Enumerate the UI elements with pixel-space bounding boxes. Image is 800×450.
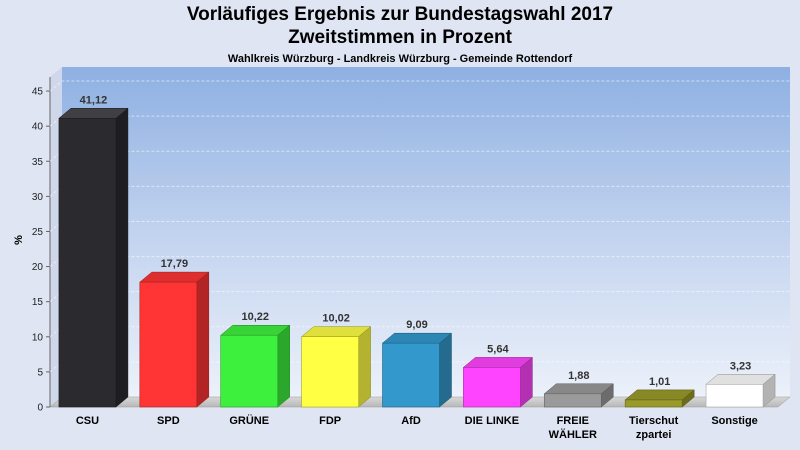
bar	[300, 326, 372, 408]
y-tick-label: 5	[37, 367, 43, 378]
x-category-label: GRÜNE	[229, 414, 269, 427]
bar	[624, 389, 695, 408]
bar-front	[463, 367, 521, 408]
chart-title: Vorläufiges Ergebnis zur Bundestagswahl …	[186, 4, 614, 25]
x-category-label: AfD	[401, 415, 421, 427]
bar-value-label: 3,23	[730, 360, 751, 372]
bar-value-label: 10,02	[322, 313, 350, 325]
bar-value-label: 41,12	[80, 94, 108, 106]
bar-top	[58, 108, 129, 119]
y-tick-label: 45	[32, 87, 44, 98]
bar	[462, 356, 534, 408]
chart-title-line2: Zweitstimmen in Prozent	[288, 27, 512, 48]
x-category-label: FREIE	[557, 415, 589, 427]
bar-top	[300, 326, 372, 337]
x-category-label: SPD	[157, 415, 180, 427]
bar-value-label: 1,88	[568, 370, 589, 382]
y-tick-label: 35	[32, 157, 44, 168]
bar-top	[462, 357, 534, 368]
bar-value-label: 5,64	[487, 343, 509, 355]
x-category-label: DIE LINKE	[465, 415, 519, 427]
bar	[220, 324, 291, 408]
y-axis-label: %	[13, 235, 25, 245]
y-tick-label: 30	[32, 192, 44, 203]
bar-side	[358, 326, 371, 408]
x-category-label: Tierschut	[629, 415, 679, 427]
bar-side	[439, 332, 452, 408]
bar-value-label: 9,09	[406, 319, 427, 331]
x-category-label: FDP	[319, 415, 341, 427]
bar-top	[381, 332, 453, 344]
x-category-label: Sonstige	[711, 415, 757, 427]
chart-subtitle: Wahlkreis Würzburg - Landkreis Würzburg …	[227, 53, 573, 65]
bar	[381, 332, 453, 408]
bar-front	[301, 336, 359, 408]
bar	[139, 271, 210, 408]
bar-top	[220, 324, 291, 336]
bar-front	[220, 334, 279, 408]
x-category-label: CSU	[76, 415, 99, 427]
y-tick-label: 25	[32, 227, 44, 238]
y-tick-label: 20	[32, 262, 44, 273]
bar-side	[196, 271, 210, 408]
bar-top	[139, 271, 210, 283]
bar-value-label: 17,79	[161, 258, 189, 270]
bar-value-label: 10,22	[241, 311, 269, 323]
y-tick-label: 15	[32, 297, 44, 308]
gridline	[49, 80, 790, 92]
bar-front	[624, 399, 683, 408]
bar-top	[705, 374, 776, 385]
bar-front	[543, 393, 602, 408]
bar-front	[139, 281, 198, 408]
x-category-label: WÄHLER	[549, 428, 597, 441]
bar	[543, 383, 614, 408]
bar-top	[624, 389, 695, 401]
y-tick-label: 10	[32, 332, 44, 343]
x-category-label: zpartei	[636, 429, 671, 441]
bar	[705, 373, 776, 408]
y-tick-label: 0	[37, 403, 43, 414]
bar-top	[543, 383, 614, 395]
bar-side	[277, 324, 290, 408]
bar-front	[705, 384, 764, 408]
bar-front	[58, 117, 117, 408]
bar	[58, 107, 129, 408]
y-tick-label: 40	[32, 122, 44, 133]
bar-value-label: 1,01	[649, 376, 670, 388]
bar-side	[115, 107, 129, 408]
bar-front	[382, 342, 440, 408]
